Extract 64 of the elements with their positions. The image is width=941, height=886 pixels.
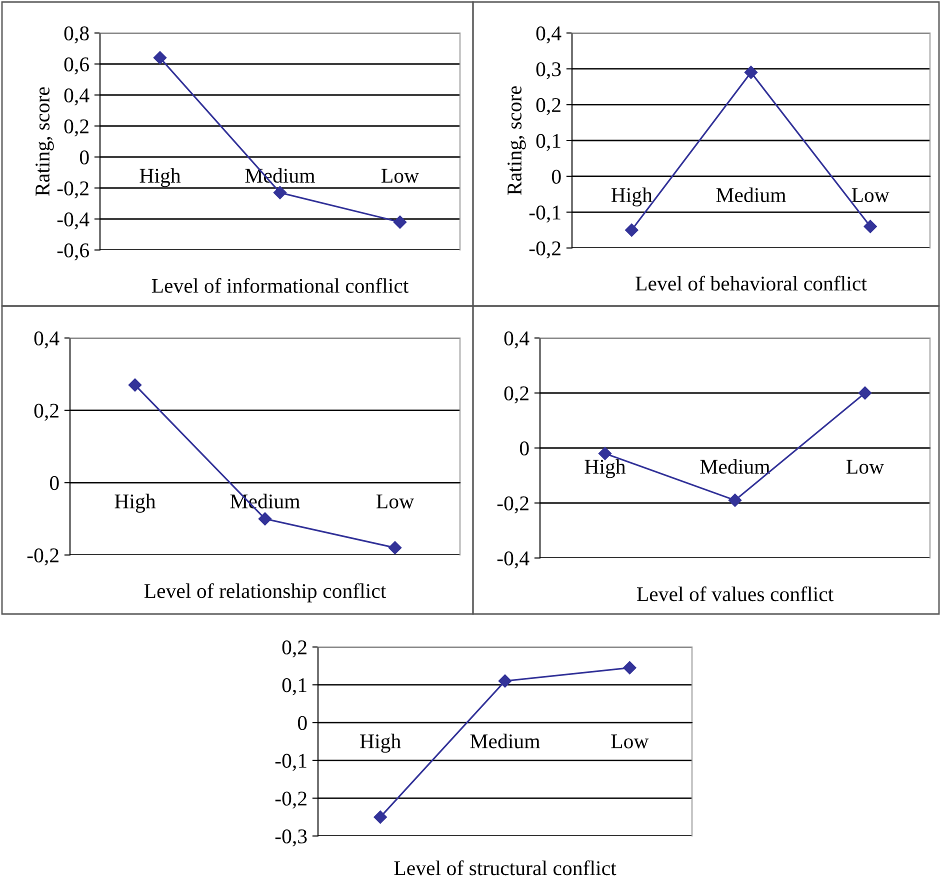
y-tick-label: 0 — [298, 716, 307, 730]
y-tick-label: -0,1 — [275, 754, 306, 771]
x-tick-label: Medium — [700, 459, 770, 474]
point — [273, 186, 287, 200]
y-tick-label: -0,2 — [27, 548, 58, 566]
point — [864, 220, 877, 234]
point — [393, 216, 407, 229]
point — [374, 810, 387, 824]
y-tick-label: -0,1 — [529, 206, 560, 223]
y-tick-label: 0,1 — [536, 134, 560, 151]
y-tick-label: 0,4 — [536, 26, 562, 44]
y-tick-label: 0,1 — [282, 678, 306, 696]
point — [153, 51, 167, 64]
y-tick-label: 0,8 — [64, 26, 89, 44]
y-tick-label: 0 — [50, 476, 59, 490]
point — [128, 378, 142, 392]
y-tick-label: 0,2 — [282, 640, 306, 658]
x-axis-title: Level of relationship conflict — [144, 583, 386, 602]
point — [744, 66, 758, 80]
x-tick-label: Medium — [716, 187, 786, 202]
y-tick-label: 0,3 — [536, 62, 561, 80]
x-tick-label: Low — [846, 460, 884, 474]
x-tick-label: High — [360, 734, 401, 753]
y-tick-label: 0,2 — [504, 386, 528, 404]
x-tick-label: Low — [376, 494, 414, 508]
y-tick-label: 0 — [80, 150, 89, 164]
x-tick-label: High — [140, 168, 181, 188]
point — [388, 541, 402, 554]
y-tick-label: 0,6 — [64, 57, 89, 74]
y-tick-label: -0,2 — [529, 241, 560, 258]
x-axis-title: Level of behavioral conflict — [636, 276, 867, 291]
y-tick-label: -0,4 — [497, 551, 530, 568]
y-tick-label: 0,4 — [34, 331, 60, 348]
y-tick-label: 0,2 — [34, 404, 58, 421]
y-tick-label: 0,4 — [64, 88, 90, 106]
point — [625, 223, 638, 237]
x-tick-label: High — [114, 494, 156, 513]
y-tick-label: -0,2 — [275, 792, 306, 809]
y-axis-title: Rating, score — [36, 87, 54, 196]
y-axis-title: Rating, score — [508, 86, 526, 195]
y-tick-label: -0,4 — [57, 212, 90, 230]
x-tick-label: High — [584, 459, 626, 478]
x-tick-label: Low — [382, 168, 420, 183]
point — [623, 661, 636, 674]
point — [728, 494, 742, 507]
y-tick-label: -0,6 — [57, 243, 89, 260]
y-tick-label: 0,2 — [536, 98, 560, 116]
point — [498, 674, 512, 688]
x-axis-title: Level of values conflict — [636, 586, 834, 602]
x-axis-title: Level of structural conflict — [394, 860, 616, 876]
y-tick-label: 0,2 — [64, 119, 88, 136]
y-tick-label: -0,2 — [57, 181, 88, 198]
x-tick-label: Low — [852, 188, 890, 202]
x-axis-title: Level of informational conflict — [152, 278, 409, 293]
y-tick-label: 0 — [552, 170, 561, 184]
y-tick-label: 0 — [520, 441, 529, 456]
x-tick-label: Medium — [470, 734, 540, 748]
y-tick-label: -0,2 — [497, 496, 528, 514]
x-tick-label: Low — [611, 734, 649, 748]
x-tick-label: High — [611, 187, 652, 206]
y-tick-label: -0,3 — [275, 829, 307, 846]
y-tick-label: 0,4 — [504, 331, 530, 348]
point — [858, 386, 872, 400]
point — [258, 512, 272, 526]
